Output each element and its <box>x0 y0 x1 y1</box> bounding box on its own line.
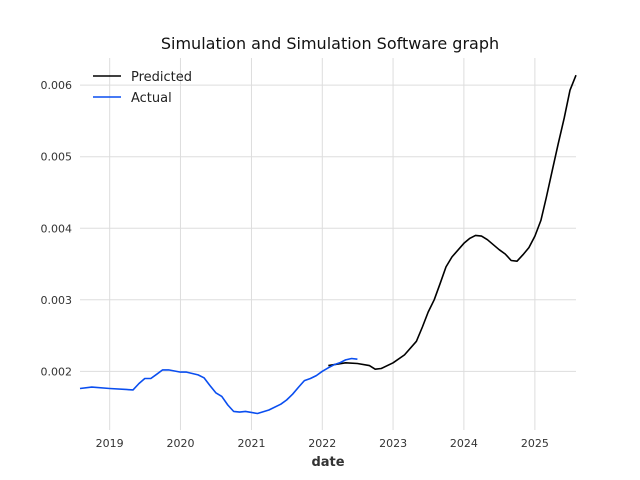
x-tick-label: 2025 <box>521 437 549 450</box>
y-tick-label: 0.004 <box>41 222 73 235</box>
series-line-actual <box>79 357 358 415</box>
legend: Predicted Actual <box>93 70 192 106</box>
x-tick-label: 2020 <box>166 437 194 450</box>
legend-label-actual: Actual <box>131 91 172 106</box>
x-tick-label: 2019 <box>96 437 124 450</box>
y-tick-label: 0.006 <box>41 79 73 92</box>
x-tick-label: 2023 <box>379 437 407 450</box>
x-tick-label: 2024 <box>450 437 478 450</box>
y-tick-label: 0.005 <box>41 151 73 164</box>
tick-labels: 2019 2020 2021 2022 2023 2024 2025 0.002 0.003 0.… <box>41 79 549 450</box>
legend-label-predicted: Predicted <box>131 70 192 85</box>
y-tick-label: 0.002 <box>41 365 73 378</box>
series-lines <box>79 74 577 415</box>
grid <box>80 58 576 430</box>
chart-title: Simulation and Simulation Software graph <box>161 34 499 53</box>
y-tick-label: 0.003 <box>41 294 73 307</box>
x-axis-title: date <box>311 455 344 470</box>
x-tick-label: 2022 <box>308 437 336 450</box>
x-tick-label: 2021 <box>237 437 265 450</box>
series-line-predicted <box>328 74 577 370</box>
